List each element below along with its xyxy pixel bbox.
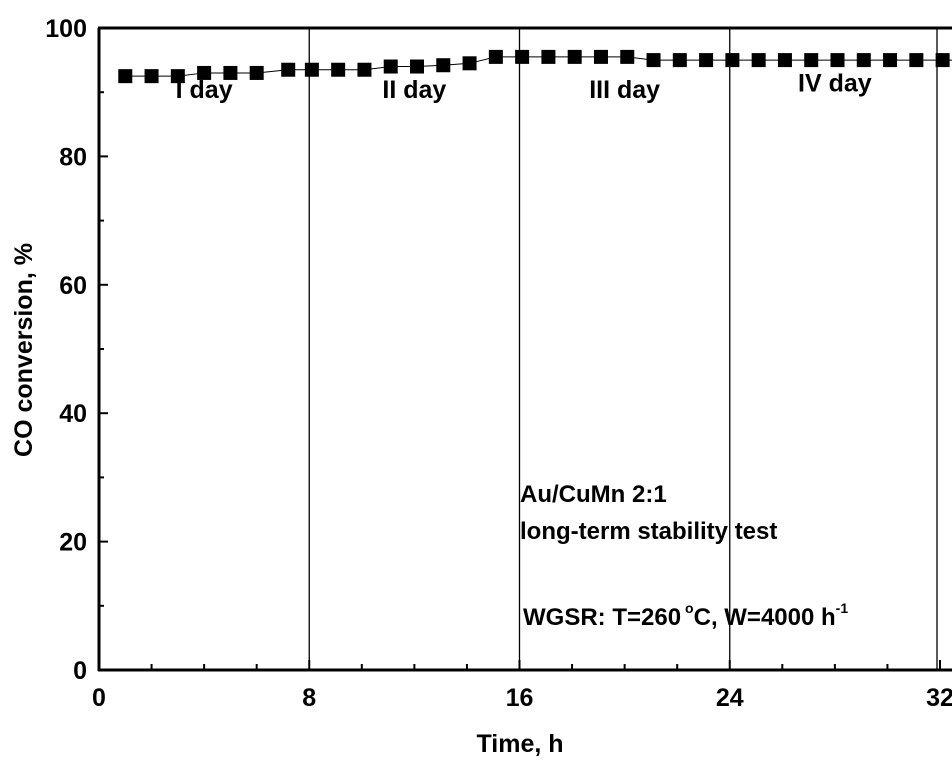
data-point (436, 58, 451, 73)
data-point (751, 53, 766, 68)
annotation-wgsr-text: WGSR: T=260 (523, 604, 681, 631)
annotation-test: long-term stability test (520, 518, 777, 545)
data-point (856, 53, 871, 68)
data-point (804, 53, 819, 68)
data-point (935, 53, 950, 68)
x-tick-label: 24 (716, 684, 744, 712)
data-point (357, 62, 372, 77)
day-label: III day (589, 76, 660, 104)
data-point (197, 65, 212, 80)
data-point (567, 49, 582, 64)
annotation-celsius-text: C, W=4000 h (694, 604, 836, 631)
data-point (593, 49, 608, 64)
data-point (488, 49, 503, 64)
y-tick-label: 100 (45, 15, 87, 43)
data-point (281, 62, 296, 77)
day-divider-lines (308, 28, 938, 670)
data-point (383, 59, 398, 74)
x-axis-label: Time, h (476, 730, 563, 758)
annotation-superscript: -1 (836, 600, 849, 616)
x-tick-label: 0 (92, 684, 106, 712)
data-point (410, 59, 425, 74)
series-markers (118, 49, 952, 84)
day-label: II day (382, 76, 446, 104)
day-label: I day (176, 76, 233, 104)
data-point (515, 49, 530, 64)
data-point (304, 62, 319, 77)
annotation-degree: o (685, 600, 694, 616)
data-point (883, 53, 898, 68)
data-point (331, 62, 346, 77)
y-tick-label: 20 (59, 529, 87, 557)
y-tick-label: 0 (73, 657, 87, 685)
annotation-catalyst: Au/CuMn 2:1 (520, 481, 667, 508)
y-axis-label: CO conversion, % (10, 243, 38, 457)
axes (97, 26, 952, 672)
data-point (830, 53, 845, 68)
axis-ticks: 0 20 40 60 80 100 0 8 16 24 32 (45, 15, 952, 712)
data-point (462, 56, 477, 71)
data-point (223, 65, 238, 80)
data-point (170, 69, 185, 84)
data-point (541, 49, 556, 64)
data-point (699, 53, 714, 68)
data-point (777, 53, 792, 68)
y-tick-label: 80 (59, 143, 87, 171)
annotation-wgsr: WGSR: T=260 oC, W=4000 h-1 (523, 600, 848, 631)
x-tick-label: 32 (926, 684, 952, 712)
data-point (144, 69, 159, 84)
day-label: IV day (798, 69, 872, 97)
data-point (646, 53, 661, 68)
data-point (725, 53, 740, 68)
y-tick-label: 60 (59, 272, 87, 300)
data-point (620, 49, 635, 64)
y-tick-label: 40 (59, 400, 87, 428)
day-labels: I day II day III day IV day (176, 69, 872, 103)
data-point (249, 65, 264, 80)
x-tick-label: 8 (302, 684, 316, 712)
data-point (672, 53, 687, 68)
x-tick-label: 16 (506, 684, 534, 712)
data-point (909, 53, 924, 68)
data-point (118, 69, 133, 84)
